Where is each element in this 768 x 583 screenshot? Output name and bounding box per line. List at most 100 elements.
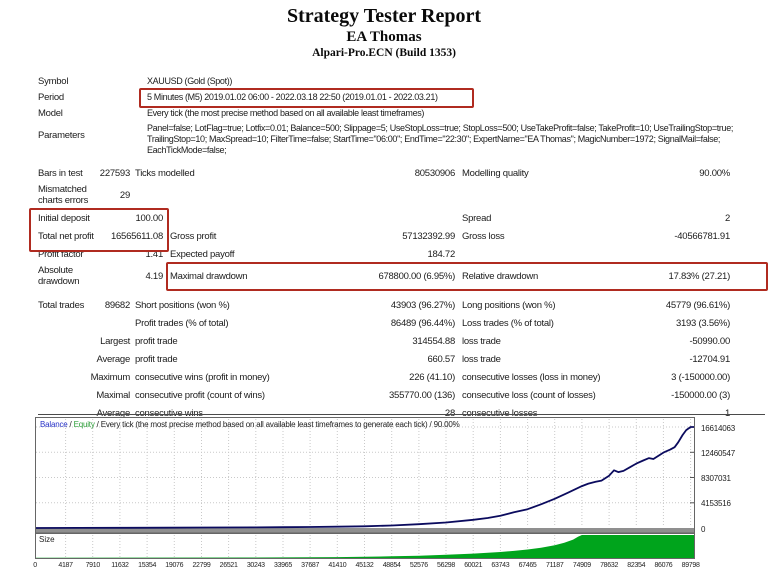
stat-sublabel: Average: [96, 354, 131, 365]
stat-value: 3 (-150000.00): [671, 372, 730, 383]
table-bottom-rule: [38, 414, 765, 415]
legend-equity: Equity: [73, 420, 95, 429]
stat-label: consecutive wins (profit in money): [135, 372, 270, 383]
stat-label: Maximal drawdown: [170, 271, 248, 282]
legend-description: / Every tick (the most precise method ba…: [94, 420, 460, 429]
size-panel-label: Size: [39, 535, 55, 544]
info-value: Every tick (the most precise method base…: [147, 108, 425, 118]
stat-label: Ticks modelled: [135, 168, 195, 179]
stat-value: 80530906: [414, 168, 456, 179]
stat-sublabel: Largest: [100, 336, 130, 347]
chart-legend: Balance / Equity / Every tick (the most …: [40, 420, 460, 429]
x-tick-label: 52576: [409, 562, 428, 569]
stat-label: Modelling quality: [462, 168, 529, 179]
stat-value: 100.00: [135, 213, 163, 224]
stat-value: 89682: [104, 300, 130, 311]
x-tick-label: 41410: [328, 562, 347, 569]
stat-value: 1.41: [145, 249, 164, 260]
stat-label: Loss trades (% of total): [462, 318, 554, 329]
stat-label: profit trade: [135, 354, 178, 365]
stat-label: consecutive losses (loss in money): [462, 372, 601, 383]
x-tick-label: 48854: [382, 562, 401, 569]
x-tick-label: 82354: [627, 562, 646, 569]
stat-label: Spread: [462, 213, 492, 224]
stat-value: 28: [170, 408, 455, 419]
balance-chart: Balance / Equity / Every tick (the most …: [0, 417, 768, 583]
stat-label: Bars in test: [38, 168, 83, 179]
stat-label: loss trade: [462, 336, 501, 347]
stat-label: consecutive wins: [135, 408, 450, 419]
x-tick-label: 37687: [301, 562, 320, 569]
stat-label: consecutive profit (count of wins): [135, 390, 265, 401]
x-tick-label: 74909: [572, 562, 591, 569]
legend-separator: /: [67, 420, 74, 429]
stat-value: 4.19: [145, 271, 164, 282]
stat-value: -12704.91: [689, 354, 730, 365]
y-tick-label: 12460547: [701, 448, 735, 458]
x-tick-label: 67465: [518, 562, 537, 569]
stat-label: profit trade: [135, 336, 178, 347]
stat-value: -50990.00: [689, 336, 730, 347]
x-tick-label: 63743: [491, 562, 510, 569]
stat-label: Mismatched charts errors: [38, 184, 89, 206]
info-value: 5 Minutes (M5) 2019.01.02 06:00 - 2022.0…: [147, 92, 438, 102]
stat-value: 57132392.99: [402, 231, 455, 242]
x-tick-label: 86076: [654, 562, 673, 569]
stat-sublabel: Maximal: [96, 390, 130, 401]
stat-label: Parameters: [38, 130, 85, 141]
stat-label: Absolute drawdown: [38, 265, 80, 287]
stat-value: 16565611.08: [110, 231, 163, 242]
x-tick-label: 11632: [111, 562, 129, 569]
stat-value: 226 (41.10): [409, 372, 455, 383]
stat-label: Gross loss: [462, 231, 505, 242]
stat-label: consecutive losses: [462, 408, 722, 419]
stat-value: 86489 (96.44%): [390, 318, 455, 329]
stat-label: Short positions (won %): [135, 300, 230, 311]
stat-label: Long positions (won %): [462, 300, 556, 311]
stat-value: -40566781.91: [674, 231, 730, 242]
y-tick-label: 4153516: [701, 499, 731, 509]
x-tick-label: 4187: [58, 562, 73, 569]
x-tick-label: 89798: [681, 562, 700, 569]
x-tick-label: 60021: [464, 562, 483, 569]
stat-value: 660.57: [427, 354, 455, 365]
info-value: Panel=false; LotFlag=true; Lotfix=0.01; …: [147, 123, 734, 155]
x-tick-label: 19076: [165, 562, 184, 569]
x-tick-label: 7910: [85, 562, 101, 569]
legend-balance: Balance: [40, 420, 68, 429]
stat-value: 3193 (3.56%): [675, 318, 730, 329]
stat-value: 43903 (96.27%): [390, 300, 455, 311]
stat-label: Relative drawdown: [462, 271, 539, 282]
expert-name: EA Thomas: [346, 29, 422, 45]
stat-value: 314554.88: [412, 336, 455, 347]
balance-equity-graph: [35, 417, 695, 559]
stat-value: 355770.00 (136): [389, 390, 455, 401]
y-tick-label: 0: [701, 524, 706, 534]
stat-label: Profit trades (% of total): [135, 318, 229, 329]
stat-sublabel: Maximum: [90, 372, 131, 383]
stat-value: 227593: [99, 168, 130, 179]
y-tick-label: 16614063: [701, 423, 735, 433]
stat-value: 2: [724, 213, 730, 224]
x-tick-label: 56298: [437, 562, 455, 569]
stat-value: 17.83% (27.21): [668, 271, 731, 282]
x-tick-label: 78632: [600, 562, 619, 569]
x-tick-label: 71187: [545, 562, 564, 569]
stat-label: Initial deposit: [38, 213, 90, 224]
report-title: Strategy Tester Report: [286, 5, 482, 27]
stat-value: 90.00%: [699, 168, 730, 179]
stat-value: 45779 (96.61%): [665, 300, 730, 311]
stat-label: Profit factor: [38, 249, 84, 260]
x-tick-label: 26521: [219, 562, 238, 569]
server-build: Alpari-Pro.ECN (Build 1353): [312, 47, 456, 59]
info-value: XAUUSD (Gold (Spot)): [147, 76, 233, 86]
x-tick-label: 30243: [246, 562, 265, 569]
x-tick-label: 0: [33, 562, 37, 569]
stat-label: Model: [38, 108, 63, 119]
stat-label: Gross profit: [170, 231, 217, 242]
x-tick-label: 45132: [355, 562, 374, 569]
stat-label: loss trade: [462, 354, 501, 365]
stat-label: Period: [38, 92, 64, 103]
stat-label: Total net profit: [38, 231, 94, 242]
